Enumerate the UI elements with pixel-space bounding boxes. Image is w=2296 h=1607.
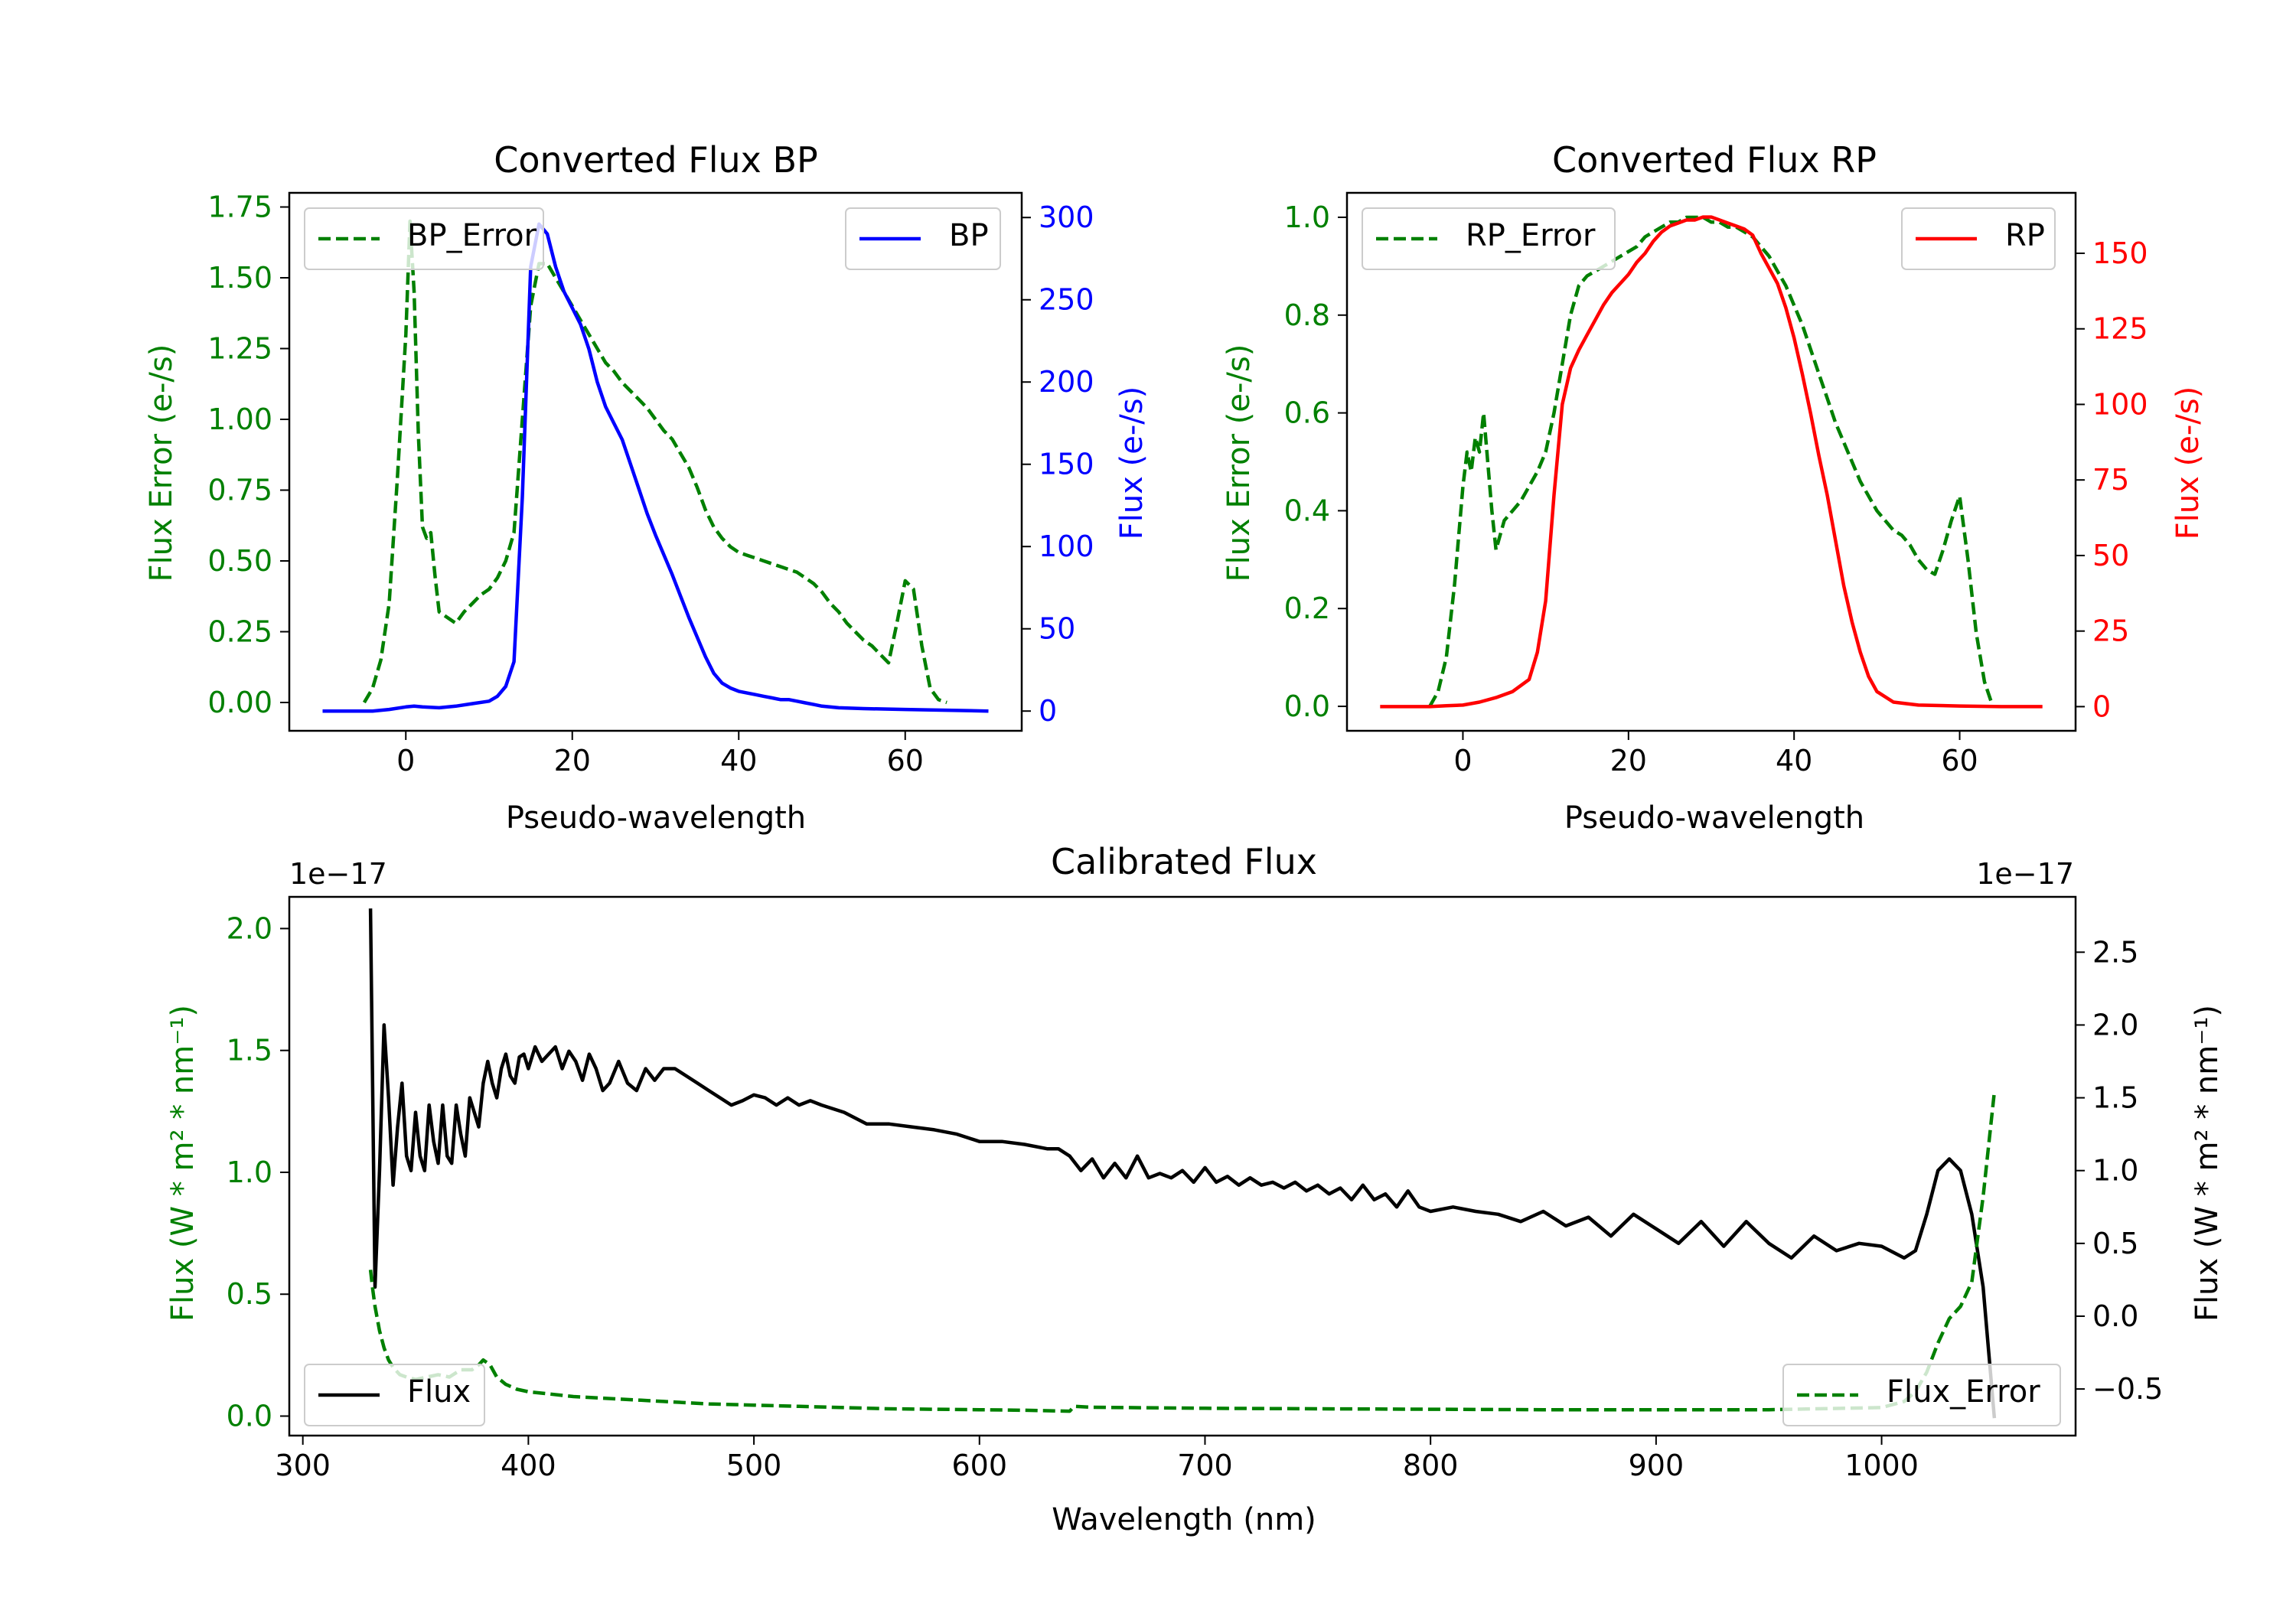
cal-ytick-left-label: 0.0 — [227, 1400, 272, 1433]
rp-ytick-left-label: 0.0 — [1284, 689, 1330, 723]
bp-xtick-label: 20 — [554, 744, 591, 777]
bp-xlabel: Pseudo-wavelength — [506, 800, 806, 836]
bp-ytick-right-label: 200 — [1039, 365, 1094, 399]
cal-ytick-left-label: 1.5 — [227, 1034, 272, 1068]
rp-legend-right-box — [1901, 207, 2056, 270]
rp-panel: Converted Flux RP Pseudo-wavelength Flux… — [1221, 139, 2206, 836]
bp-xtick-label: 0 — [396, 744, 415, 777]
bp-legend-left-label: BP_Error — [407, 218, 537, 253]
bp-ytick-right-label: 150 — [1039, 448, 1094, 481]
rp-ytick-right-label: 50 — [2092, 539, 2129, 572]
cal-series-flux-error-line — [368, 1091, 1997, 1413]
cal-title: Calibrated Flux — [1051, 841, 1317, 882]
cal-ytick-right-label: 1.0 — [2092, 1154, 2138, 1188]
cal-legend-right-box — [1782, 1364, 2061, 1426]
rp-ytick-left-label: 0.6 — [1284, 396, 1330, 430]
cal-offset-right: 1e−17 — [1976, 857, 2074, 891]
rp-legend-left-label: RP_Error — [1466, 218, 1596, 253]
cal-xtick-label: 500 — [726, 1449, 782, 1482]
bp-ytick-left-label: 1.00 — [207, 403, 272, 436]
cal-ytick-right-label: 0.0 — [2092, 1299, 2138, 1333]
cal-ytick-right-label: 0.5 — [2092, 1227, 2138, 1260]
rp-plot-frame — [1345, 191, 2077, 732]
bp-ytick-left-label: 1.25 — [207, 332, 272, 366]
bp-legend-right-box — [845, 207, 1001, 270]
cal-ytick-left-label: 2.0 — [227, 911, 272, 945]
bp-ytick-left-label: 0.00 — [207, 686, 272, 719]
cal-panel: Calibrated Flux Wavelength (nm) Flux (W … — [165, 841, 2225, 1537]
rp-xtick-label: 20 — [1610, 744, 1647, 777]
bp-series-bp-line — [322, 222, 989, 713]
rp-ylabel-right: Flux (e-/s) — [2170, 386, 2206, 539]
cal-ytick-right-label: 1.5 — [2092, 1081, 2138, 1115]
cal-ytick-right-label: 2.0 — [2092, 1008, 2138, 1041]
bp-plot-frame — [288, 191, 1023, 732]
rp-ytick-left-label: 0.8 — [1284, 298, 1330, 332]
bp-ytick-right-label: 0 — [1039, 694, 1057, 728]
cal-ytick-left-label: 0.5 — [227, 1277, 272, 1311]
cal-xtick-label: 1000 — [1844, 1449, 1919, 1482]
cal-plot-frame — [288, 895, 2077, 1437]
bp-legend-right-label: BP — [949, 218, 989, 253]
cal-xtick-label: 300 — [275, 1449, 331, 1482]
rp-ytick-right-label: 25 — [2092, 614, 2129, 648]
cal-series-flux-line — [368, 908, 1997, 1419]
bp-series-bp-error-line — [362, 219, 947, 705]
bp-ylabel-right: Flux (e-/s) — [1114, 386, 1150, 539]
rp-legend-left-box — [1362, 207, 1616, 270]
bp-xtick-label: 60 — [887, 744, 924, 777]
rp-xtick-label: 40 — [1776, 744, 1812, 777]
cal-xtick-label: 400 — [501, 1449, 556, 1482]
bp-xtick-label: 40 — [720, 744, 757, 777]
bp-ytick-left-label: 1.50 — [207, 261, 272, 295]
cal-ylabel-right: Flux (W * m² * nm⁻¹) — [2190, 1005, 2225, 1322]
bp-ytick-left-label: 0.50 — [207, 544, 272, 578]
rp-ytick-right-label: 0 — [2092, 689, 2111, 723]
bp-title: Converted Flux BP — [494, 139, 818, 181]
cal-xtick-label: 800 — [1403, 1449, 1459, 1482]
cal-xtick-label: 900 — [1629, 1449, 1684, 1482]
rp-title: Converted Flux RP — [1552, 139, 1877, 181]
cal-xtick-label: 700 — [1177, 1449, 1233, 1482]
rp-series-rp-line — [1380, 215, 2043, 709]
rp-ytick-left-label: 0.4 — [1284, 494, 1330, 527]
rp-xlabel: Pseudo-wavelength — [1564, 800, 1864, 836]
cal-ytick-right-label: 2.5 — [2092, 935, 2138, 969]
bp-ytick-right-label: 300 — [1039, 200, 1094, 234]
rp-ytick-right-label: 125 — [2092, 312, 2148, 346]
cal-legend-left-box — [304, 1364, 485, 1426]
rp-series-rp-error-line — [1428, 215, 1994, 708]
bp-ytick-left-label: 1.75 — [207, 191, 272, 224]
bp-ytick-left-label: 0.75 — [207, 474, 272, 507]
rp-ytick-left-label: 1.0 — [1284, 200, 1330, 234]
bp-legend-left-box — [304, 207, 544, 270]
cal-xlabel: Wavelength (nm) — [1052, 1502, 1316, 1537]
rp-xtick-label: 60 — [1941, 744, 1978, 777]
rp-ytick-left-label: 0.2 — [1284, 592, 1330, 625]
cal-xtick-label: 600 — [952, 1449, 1008, 1482]
rp-ylabel-left: Flux Error (e-/s) — [1221, 344, 1257, 582]
bp-ylabel-left: Flux Error (e-/s) — [144, 344, 179, 582]
bp-ytick-left-label: 0.25 — [207, 615, 272, 649]
cal-legend-right-label: Flux_Error — [1887, 1374, 2040, 1410]
rp-legend-right-label: RP — [2005, 218, 2045, 253]
cal-ylabel-left: Flux (W * m² * nm⁻¹) — [165, 1005, 201, 1322]
bp-ytick-right-label: 50 — [1039, 612, 1075, 646]
rp-ytick-right-label: 150 — [2092, 236, 2148, 270]
cal-offset-left: 1e−17 — [289, 857, 387, 891]
rp-ytick-right-label: 100 — [2092, 387, 2148, 421]
rp-ytick-right-label: 75 — [2092, 463, 2129, 497]
cal-legend-left-label: Flux — [407, 1374, 471, 1410]
bp-ytick-right-label: 100 — [1039, 530, 1094, 563]
cal-ytick-left-label: 1.0 — [227, 1156, 272, 1189]
rp-xtick-label: 0 — [1453, 744, 1472, 777]
bp-ytick-right-label: 250 — [1039, 283, 1094, 317]
cal-ytick-right-label: −0.5 — [2092, 1372, 2163, 1406]
bp-panel: Converted Flux BP Pseudo-wavelength Flux… — [144, 139, 1150, 836]
